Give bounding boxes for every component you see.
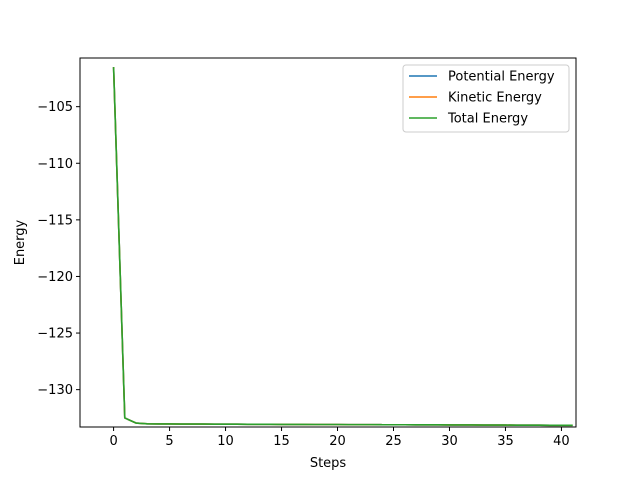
x-tick-label: 20 bbox=[329, 434, 346, 449]
x-tick-label: 35 bbox=[497, 434, 514, 449]
y-tick-label: −110 bbox=[37, 157, 73, 172]
axes-frame bbox=[79, 57, 577, 428]
x-tick-label: 5 bbox=[165, 434, 173, 449]
x-tick-label: 15 bbox=[273, 434, 290, 449]
y-tick-label: −115 bbox=[37, 213, 73, 228]
y-tick-label: −130 bbox=[37, 383, 73, 398]
x-tick-label: 25 bbox=[385, 434, 402, 449]
y-tick-label: −105 bbox=[37, 100, 73, 115]
x-axis-label: Steps bbox=[310, 456, 347, 471]
legend-label-2: Kinetic Energy bbox=[448, 91, 542, 106]
y-axis-label: Energy bbox=[13, 219, 28, 265]
x-tick-label: 40 bbox=[553, 434, 570, 449]
y-tick-label: −120 bbox=[37, 270, 73, 285]
x-tick-label: 10 bbox=[217, 434, 234, 449]
legend-frame bbox=[402, 64, 570, 133]
x-tick-label: 30 bbox=[441, 434, 458, 449]
series-layer bbox=[112, 67, 573, 427]
series-line-3 bbox=[112, 67, 573, 427]
legend: Potential Energy Kinetic Energy Total Ener… bbox=[402, 64, 570, 133]
y-tick-label: −125 bbox=[37, 327, 73, 342]
axes-layer: 0 5 10 15 20 25 30 35 40 −105 −110 −115 −120 −125 −130 bbox=[37, 57, 577, 449]
labels-layer: Steps Energy bbox=[13, 219, 346, 471]
x-tick-label: 0 bbox=[109, 434, 117, 449]
legend-label-1: Potential Energy bbox=[448, 70, 555, 85]
legend-label-3: Total Energy bbox=[447, 112, 528, 127]
